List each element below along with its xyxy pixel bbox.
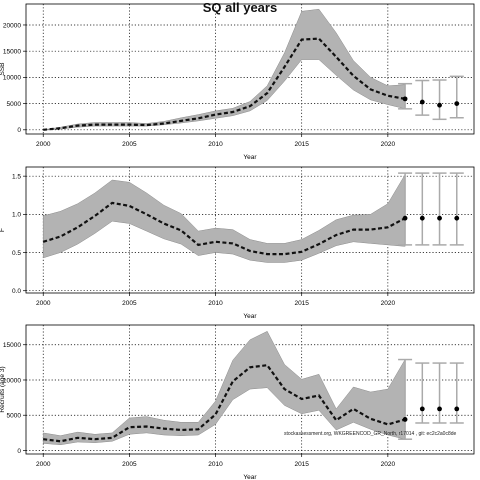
plot-frame — [25, 166, 475, 294]
x-tick-label: 2005 — [122, 141, 137, 148]
x-tick-label: 2015 — [294, 300, 309, 307]
y-tick-label: 0 — [17, 127, 21, 134]
chart-panel-1: 2000 2005 2010 2015 2020 0 5000 10000 15000 20000… — [0, 3, 475, 161]
x-tick-label: 2000 — [36, 300, 51, 307]
forecast-point — [419, 406, 425, 412]
forecast-point — [454, 101, 460, 106]
x-tick-label: 2005 — [122, 461, 137, 468]
footnote: stockassessment.org, WKGREENCOD_GR_North… — [284, 431, 457, 437]
forecast-point — [454, 406, 460, 412]
estimate-line — [43, 364, 406, 443]
y-axis-label: Recruits (age 3) — [0, 366, 6, 412]
x-tick-label: 2015 — [294, 141, 309, 148]
y-tick-label: 0.5 — [12, 250, 21, 257]
confidence-band — [42, 173, 406, 263]
y-tick-label: 0 — [17, 448, 21, 455]
x-tick-label: 2020 — [381, 141, 396, 148]
x-tick-label: 2010 — [208, 141, 223, 148]
forecast-point — [437, 215, 442, 221]
plot-frame — [25, 324, 475, 455]
y-tick-label: 1.5 — [12, 173, 21, 180]
x-tick-label: 2010 — [208, 300, 223, 307]
x-tick-label: 2000 — [36, 461, 51, 468]
forecast-point — [454, 215, 460, 221]
forecast-point — [437, 102, 442, 108]
forecast-point — [437, 406, 442, 412]
y-tick-label: 15000 — [3, 48, 21, 55]
x-tick-label: 2015 — [294, 461, 309, 468]
forecast-point — [419, 215, 425, 221]
x-tick-label: 2005 — [122, 300, 137, 307]
y-axis-label: SSB — [0, 62, 6, 75]
y-tick-label: 20000 — [3, 22, 21, 29]
plot-frame — [25, 3, 475, 135]
y-tick-label: 10000 — [3, 75, 21, 82]
x-axis-label: Year — [243, 154, 257, 161]
y-tick-label: 5000 — [7, 413, 22, 420]
estimate-line — [42, 201, 406, 256]
y-tick-label: 1.0 — [12, 212, 21, 219]
chart-panel-3: 2000 2005 2010 2015 2020 0 5000 10000 15000 Year R… — [0, 324, 475, 480]
chart-panel-2: 2000 2005 2010 2015 2020 0.0 0.5 1.0 1.5 Year F — [0, 166, 475, 320]
x-tick-label: 2000 — [36, 141, 51, 148]
forecast-point — [419, 99, 425, 105]
y-axis-label: F — [0, 228, 6, 232]
x-axis-label: Year — [243, 474, 257, 480]
x-tick-label: 2010 — [208, 461, 223, 468]
x-tick-label: 2020 — [381, 300, 396, 307]
confidence-band — [42, 330, 406, 446]
forecast-point — [402, 417, 408, 422]
x-tick-label: 2020 — [381, 461, 396, 468]
x-axis-label: Year — [243, 313, 257, 320]
confidence-band — [43, 8, 406, 131]
forecast-point — [402, 96, 408, 102]
y-tick-label: 0.0 — [12, 288, 21, 295]
y-tick-label: 5000 — [7, 101, 22, 108]
y-tick-label: 10000 — [3, 377, 21, 384]
forecast-point — [402, 215, 408, 221]
y-tick-label: 15000 — [3, 342, 21, 349]
estimate-line — [43, 37, 406, 131]
